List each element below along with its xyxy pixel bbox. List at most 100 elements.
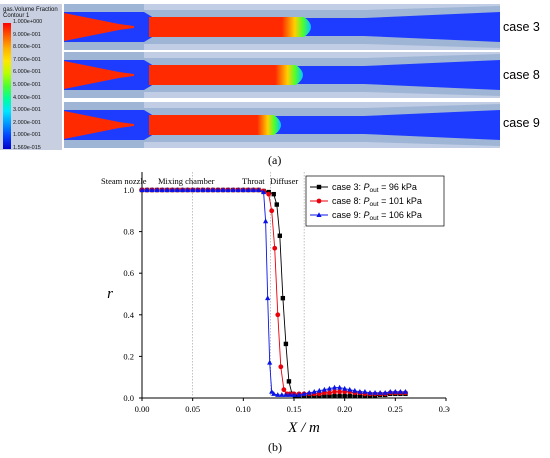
- vapor-plume: [149, 17, 311, 37]
- colorbar-label: 9.000e-001: [13, 31, 41, 38]
- colorbar: [3, 23, 11, 149]
- data-point: [225, 187, 231, 192]
- legend-marker: [316, 184, 322, 190]
- legend-title-line2: Contour 1: [3, 13, 30, 19]
- data-point: [269, 208, 275, 214]
- data-point: [306, 390, 312, 395]
- data-point: [261, 189, 267, 195]
- legend-value: = 106 kPa: [379, 210, 422, 220]
- data-point: [267, 359, 273, 365]
- data-point: [367, 390, 373, 395]
- legend-label: case 8: Pout = 101 kPa: [332, 196, 422, 208]
- data-point: [291, 392, 297, 397]
- legend-subscript: out: [370, 201, 379, 208]
- data-point: [200, 187, 206, 192]
- caption-a: (a): [268, 153, 282, 167]
- data-point: [352, 393, 357, 399]
- x-tick-label: 0.15: [287, 404, 302, 414]
- data-point: [215, 187, 221, 192]
- data-point: [327, 390, 332, 396]
- duct-wall-top: [64, 52, 500, 58]
- y-tick-label: 1.0: [123, 185, 134, 195]
- y-tick-label: 0.6: [123, 268, 134, 278]
- data-point: [362, 388, 368, 394]
- colorbar-label: 5.000e-001: [13, 82, 41, 88]
- y-axis-label: r: [107, 286, 113, 302]
- data-point: [337, 389, 342, 395]
- data-point: [337, 393, 342, 399]
- legend-subscript: out: [370, 215, 379, 222]
- data-point: [296, 392, 302, 397]
- data-point: [230, 187, 236, 192]
- data-point: [392, 388, 398, 394]
- region-label: Throat: [242, 176, 265, 186]
- legend-marker: [316, 212, 322, 217]
- data-point: [174, 187, 181, 192]
- data-point: [277, 233, 283, 238]
- x-tick-label: 0.25: [388, 404, 403, 414]
- colorbar-label: 1.000e-001: [13, 132, 41, 139]
- colorbar-label: 4.000e-001: [13, 94, 41, 101]
- data-point: [185, 187, 191, 192]
- legend-box: [305, 175, 445, 227]
- x-tick-label: 0.20: [337, 404, 352, 414]
- data-point: [377, 390, 383, 395]
- data-point: [283, 392, 289, 397]
- colorbar-label: 7.000e-001: [13, 56, 41, 63]
- nozzle-vapor: [64, 13, 134, 41]
- line-chart: Steam nozzle Mixing chamber Throat Diffuser…: [101, 172, 450, 436]
- series-3: [139, 187, 409, 397]
- data-point: [347, 393, 352, 399]
- data-point: [342, 393, 347, 399]
- nozzle-vapor: [64, 61, 134, 89]
- x-axis-label: X / m: [287, 420, 320, 436]
- legend-value: = 101 kPa: [379, 196, 422, 206]
- data-point: [220, 187, 226, 192]
- x-tick-label: 0.30: [439, 404, 450, 414]
- y-tick-label: 0.8: [123, 227, 134, 237]
- data-point: [278, 364, 284, 370]
- colorbar-label: 3.000e-001: [13, 107, 41, 114]
- case-label: case 9: [503, 116, 540, 130]
- legend-value: = 96 kPa: [379, 182, 417, 192]
- data-point: [382, 390, 388, 395]
- legend-symbol: P: [364, 182, 370, 192]
- colorbar-label: 6.000e-001: [13, 69, 41, 76]
- caption-b: (b): [268, 440, 282, 454]
- case-label: case 3: [503, 20, 540, 34]
- data-point: [210, 187, 216, 192]
- data-point: [271, 391, 277, 396]
- duct-wall-bottom: [64, 92, 500, 98]
- data-point: [342, 385, 348, 391]
- duct-wall-bottom: [64, 44, 500, 50]
- data-point: [337, 384, 343, 390]
- y-tick-label: 0.4: [123, 310, 134, 320]
- legend-case: case 3:: [332, 182, 364, 192]
- data-point: [255, 187, 262, 192]
- data-point: [139, 187, 145, 192]
- vapor-plume: [149, 115, 281, 135]
- data-point: [149, 187, 155, 192]
- data-point: [301, 391, 307, 396]
- data-point: [169, 187, 175, 192]
- region-label: Steam nozzle: [101, 176, 147, 186]
- data-point: [332, 389, 337, 395]
- colorbar-label: 8.000e-001: [13, 44, 41, 51]
- vapor-plume: [149, 65, 303, 85]
- data-point: [195, 187, 201, 192]
- data-point: [286, 379, 292, 384]
- data-point: [281, 387, 287, 393]
- data-point: [266, 191, 272, 197]
- data-point: [265, 295, 271, 301]
- region-label: Mixing chamber: [158, 176, 215, 186]
- y-tick-label: 0.0: [123, 393, 134, 403]
- duct-wall-top: [64, 4, 500, 10]
- colorbar-legend: gas.Volume Fraction Contour 1 1.000e+000 9…: [0, 4, 62, 151]
- data-point: [272, 245, 278, 251]
- data-point: [159, 187, 165, 192]
- duct-wall-bottom: [64, 142, 500, 148]
- legend-entry: case 3: Pout = 96 kPa: [310, 182, 417, 194]
- data-point: [205, 187, 211, 192]
- data-point: [316, 387, 322, 393]
- legend-marker: [316, 198, 322, 204]
